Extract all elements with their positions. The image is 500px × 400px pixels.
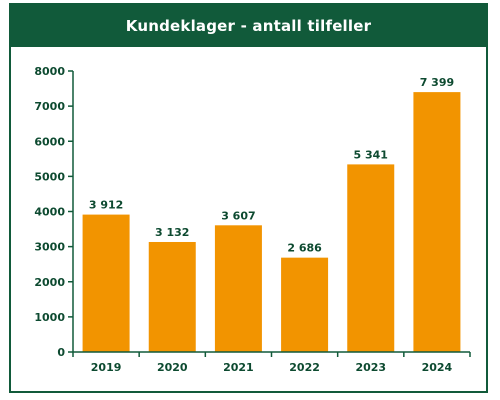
y-tick-label: 7000 — [34, 100, 65, 113]
data-label: 5 341 — [354, 148, 388, 161]
y-tick-label: 3000 — [34, 241, 65, 254]
data-label: 2 686 — [287, 242, 322, 255]
x-tick-label: 2023 — [355, 361, 386, 374]
bar — [347, 164, 395, 352]
y-tick-label: 1000 — [34, 311, 65, 324]
x-tick-label: 2020 — [157, 361, 188, 374]
data-label: 3 132 — [155, 226, 189, 239]
bar — [214, 225, 262, 352]
data-label: 7 399 — [420, 76, 454, 89]
y-tick-label: 6000 — [34, 135, 65, 148]
x-tick-label: 2021 — [223, 361, 254, 374]
data-label: 3 607 — [221, 209, 255, 222]
x-tick-label: 2024 — [422, 361, 453, 374]
y-tick-label: 5000 — [34, 170, 65, 183]
y-tick-label: 8000 — [34, 65, 65, 78]
bar — [281, 257, 329, 352]
bar — [148, 241, 196, 352]
data-label: 3 912 — [89, 199, 123, 212]
x-tick-label: 2019 — [91, 361, 122, 374]
chart-title: Kundeklager - antall tilfeller — [125, 17, 372, 35]
x-tick-label: 2022 — [289, 361, 320, 374]
y-tick-label: 0 — [57, 346, 65, 359]
y-tick-label: 2000 — [34, 276, 65, 289]
bar — [413, 92, 461, 353]
bar — [82, 214, 130, 352]
y-tick-label: 4000 — [34, 206, 65, 219]
chart-header: Kundeklager - antall tilfeller — [11, 5, 486, 47]
